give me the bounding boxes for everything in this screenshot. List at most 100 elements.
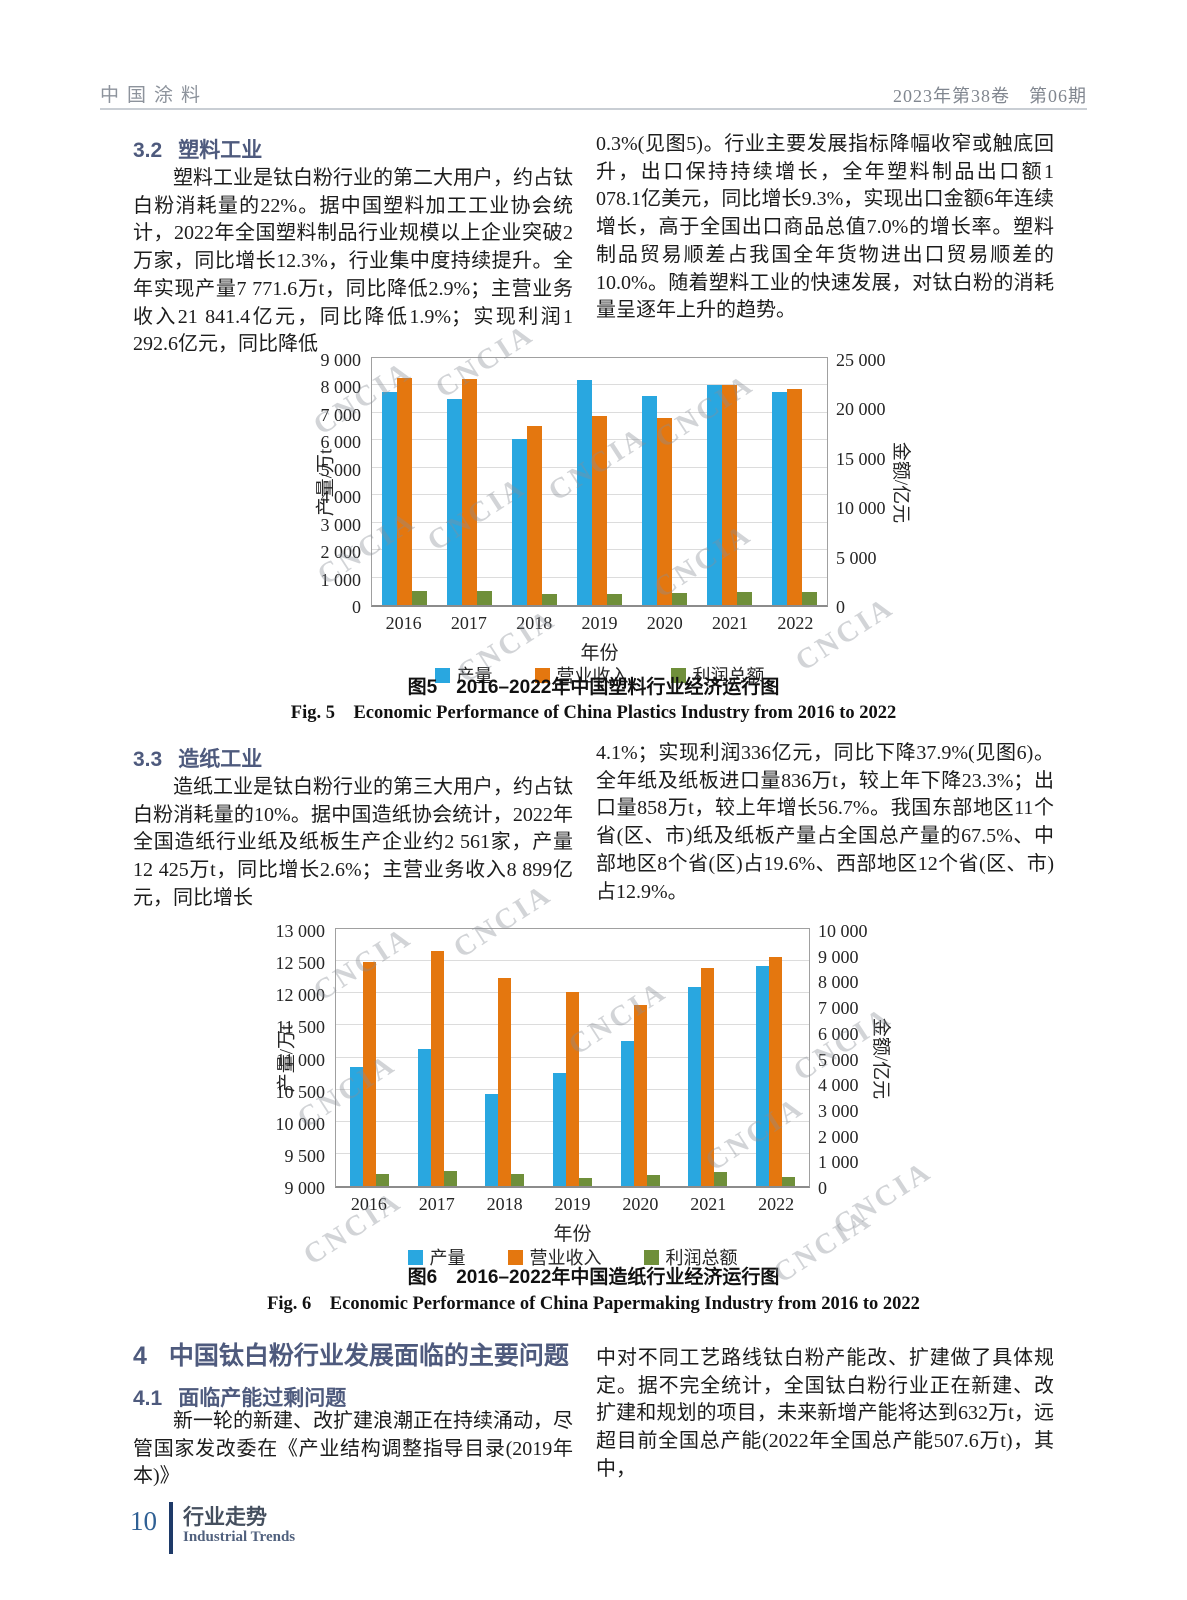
bar (707, 385, 722, 605)
y-tick-label: 10 000 (275, 1113, 326, 1134)
bar (657, 418, 672, 605)
bar-group (539, 929, 607, 1186)
legend-label: 利润总额 (665, 1248, 738, 1268)
x-tick-label: 2019 (554, 1194, 591, 1214)
x-tick-label: 2021 (690, 1194, 727, 1214)
y-tick-label: 1 000 (320, 569, 362, 590)
x-tick-label: 2017 (418, 1194, 455, 1214)
bar (781, 1177, 795, 1186)
bar (498, 978, 512, 1186)
y-tick-label: 12 500 (275, 953, 326, 974)
bar (376, 1174, 390, 1186)
legend-label: 营业收入 (556, 666, 629, 686)
y-tick-label: 10 500 (275, 1081, 326, 1102)
y-tick-label: 9 000 (818, 946, 859, 967)
y-tick-label: 9 000 (284, 1178, 326, 1198)
bar (477, 591, 492, 605)
bar-group (502, 358, 567, 605)
y-tick-label: 2 000 (320, 542, 362, 563)
section-3-2-heading: 3.2 塑料工业 (133, 134, 262, 164)
section-3-3-paragraph-left: 造纸工业是钛白粉行业的第三大用户，约占钛白粉消耗量的10%。据中国造纸协会统计，… (133, 776, 573, 909)
bar (787, 389, 802, 605)
x-tick-label: 2018 (516, 613, 553, 633)
bar (382, 392, 397, 605)
bar (646, 1175, 660, 1186)
x-tick-label: 2016 (350, 1194, 387, 1214)
bar (772, 392, 787, 605)
y-tick-label: 25 000 (836, 350, 886, 370)
y-axis-title-right: 金额/亿元 (890, 441, 912, 523)
bar (412, 591, 427, 605)
bar (447, 399, 462, 605)
legend-label: 产量 (429, 1248, 466, 1268)
bar (363, 962, 377, 1186)
y-axis-title-left: 产量/万t (276, 1024, 298, 1092)
legend-item: 营业收入 (507, 1244, 602, 1270)
bar (701, 968, 715, 1186)
bar (511, 1174, 525, 1186)
x-axis-title: 年份 (553, 1224, 592, 1245)
bar (350, 1067, 364, 1186)
bar (417, 1049, 431, 1186)
y-tick-label: 6 000 (320, 432, 362, 453)
y-tick-label: 5 000 (836, 547, 877, 568)
y-tick-label: 10 000 (836, 498, 886, 519)
bar-group (372, 358, 437, 605)
section-4-1-paragraph-left: 新一轮的新建、改扩建浪潮正在持续涌动，尽管国家发改委在《产业结构调整指导目录(2… (133, 1410, 573, 1488)
bar (485, 1094, 499, 1186)
x-tick-label: 2022 (758, 1194, 795, 1214)
legend-swatch (534, 667, 550, 683)
y-tick-label: 1 000 (818, 1152, 859, 1173)
y-axis-left: 9 000 9 500 10 000 10 500 11 000 11 500 12 000… (268, 921, 331, 1198)
legend: 产量 营业收入 利润总额 (305, 1244, 840, 1270)
x-axis-title: 年份 (580, 643, 619, 664)
x-ticks: 2016 2017 2018 2019 2020 2021 2022 (371, 613, 828, 634)
plot-area (371, 357, 828, 607)
footer-column-label: 行业走势 (183, 1506, 267, 1529)
footer-column-label-en: Industrial Trends (183, 1529, 296, 1545)
bar (714, 1172, 728, 1186)
y-axis-title-right: 金额/亿元 (870, 1017, 892, 1099)
bar (512, 439, 527, 605)
legend-swatch (670, 667, 686, 683)
y-tick-label: 7 000 (818, 998, 859, 1019)
bar (462, 379, 477, 605)
x-tick-label: 2021 (712, 613, 749, 633)
section-3-2-paragraph-right: 0.3%(见图5)。行业主要发展指标降幅收窄或触底回升，出口保持持续增长，全年塑… (596, 133, 1054, 322)
section-number: 4.1 (133, 1387, 163, 1410)
y-tick-label: 12 000 (275, 985, 326, 1006)
y-tick-label: 15 000 (836, 448, 886, 469)
bar-groups (372, 358, 827, 605)
bar-group (697, 358, 762, 605)
bar (688, 987, 702, 1186)
bar-groups (336, 929, 809, 1186)
section-4-1-heading: 4.1 面临产能过剩问题 (133, 1382, 346, 1412)
bar (642, 396, 657, 605)
gridline (372, 384, 827, 386)
legend-swatch (507, 1249, 523, 1265)
legend-label: 营业收入 (529, 1248, 602, 1268)
bar (802, 592, 817, 605)
bar (607, 594, 622, 605)
bar (633, 1005, 647, 1186)
figure5-caption-zh: 图5 2016–2022年中国塑料行业经济运行图 (407, 677, 780, 698)
y-tick-label: 5 000 (818, 1049, 859, 1070)
y-axis-right: 0 1 000 2 000 3 000 4 000 5 000 6 000 7 000 8 00… (812, 921, 882, 1198)
y-tick-label: 7 000 (320, 404, 362, 425)
x-tick-label: 2017 (450, 613, 487, 633)
bar (443, 1171, 457, 1186)
y-tick-label: 8 000 (818, 972, 859, 993)
figure6-caption-zh: 图6 2016–2022年中国造纸行业经济运行图 (407, 1267, 780, 1288)
y-axis-left: 0 1 000 2 000 3 000 4 000 5 000 6 000 7 000 8 00… (305, 350, 367, 617)
y-tick-label: 9 500 (284, 1145, 326, 1166)
section-4-paragraph-right: 中对不同工艺路线钛白粉产能改、扩建做了具体规定。据不完全统计，全国钛白粉行业正在… (596, 1347, 1054, 1480)
bar-group (437, 358, 502, 605)
y-tick-label: 20 000 (836, 399, 886, 420)
plot-area (335, 928, 810, 1188)
x-tick-label: 2022 (777, 613, 814, 633)
x-tick-label: 2020 (646, 613, 683, 633)
legend-swatch (407, 1249, 423, 1265)
bar (527, 426, 542, 605)
figure5-caption-en: Fig. 5 Economic Performance of China Pla… (290, 703, 897, 723)
y-tick-label: 2 000 (818, 1126, 859, 1147)
